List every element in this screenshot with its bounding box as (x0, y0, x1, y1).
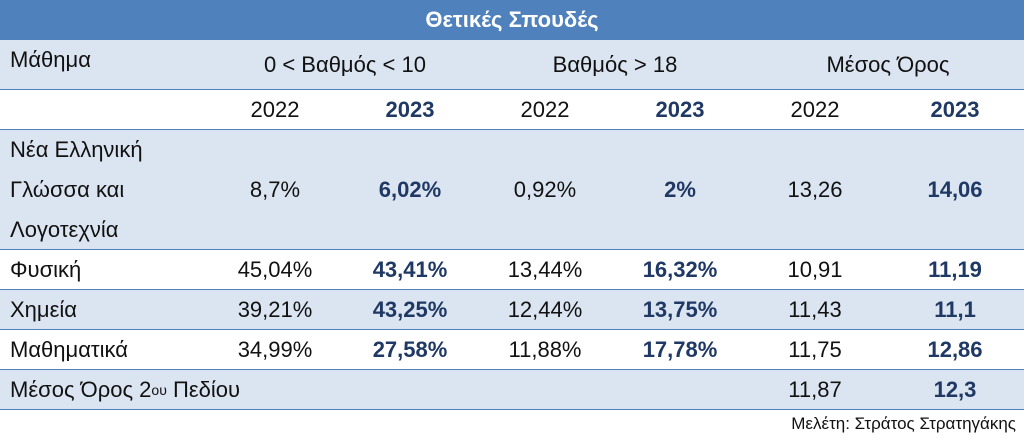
table-row: Φυσική 45,04% 43,41% 13,44% 16,32% 10,91 11,19 (0, 250, 1024, 290)
header-year: 2022 (520, 96, 570, 122)
header-group: Βαθμός > 18 (552, 51, 678, 77)
value-cell: 11,1 (934, 296, 976, 322)
summary-label-part: ου (151, 381, 167, 398)
value-cell: 11,88% (508, 336, 582, 362)
subject-cell: Μαθηματικά (10, 330, 128, 369)
value-cell: 11,75 (788, 336, 842, 362)
value-cell: 10,91 (787, 256, 843, 282)
value-cell: 12,86 (927, 336, 983, 362)
subject-line: Λογοτεχνία (10, 216, 119, 242)
summary-label-part: Πεδίου (166, 376, 241, 402)
subject-line: Νέα Ελληνική (10, 136, 143, 162)
value-cell: 11,19 (928, 256, 982, 282)
subject-cell: Χημεία (10, 290, 77, 329)
subject-line: Χημεία (10, 296, 77, 322)
value-cell: 34,99% (237, 336, 313, 362)
value-cell: 11,43 (788, 296, 842, 322)
table-title: Θετικές Σπουδές (0, 0, 1024, 40)
subject-line: Γλώσσα και (10, 176, 125, 202)
subject-cell: Νέα Ελληνική Γλώσσα και Λογοτεχνία (10, 130, 143, 249)
table-row: 2022 2023 2022 2023 2022 2023 (0, 90, 1024, 130)
value-cell: 45,04% (237, 256, 313, 282)
table-row: Νέα Ελληνική Γλώσσα και Λογοτεχνία 8,7% 6,02… (0, 130, 1024, 250)
footer-credit: Μελέτη: Στράτος Στρατηγάκης (791, 414, 1016, 433)
value-cell: 43,41% (372, 256, 448, 282)
header-year: 2022 (250, 96, 300, 122)
subject-cell: Φυσική (10, 250, 81, 289)
value-cell: 12,44% (507, 296, 583, 322)
header-year: 2023 (930, 96, 980, 122)
header-year: 2023 (655, 96, 705, 122)
value-cell: 13,44% (507, 256, 583, 282)
header-group: 0 < Βαθμός < 10 (264, 51, 426, 77)
table-row: Χημεία 39,21% 43,25% 12,44% 13,75% 11,43 11,1 (0, 290, 1024, 330)
table-row: Μέσος Όρος 2 ου Πεδίου 11,87 12,3 (0, 370, 1024, 410)
table-row: Μαθηματικά 34,99% 27,58% 11,88% 17,78% 11,75 1… (0, 330, 1024, 370)
table-row: Μάθημα 0 < Βαθμός < 10 Βαθμός > 18 Μέσος Όρ… (0, 40, 1024, 90)
value-cell: 8,7% (249, 176, 301, 202)
subject-line: Φυσική (10, 256, 82, 282)
value-cell: 16,32% (642, 256, 718, 282)
value-cell: 13,75% (642, 296, 718, 322)
summary-value: 12,3 (933, 376, 977, 402)
subject-line: Μαθηματικά (10, 336, 128, 362)
value-cell: 27,58% (372, 336, 448, 362)
value-cell: 17,78% (642, 336, 718, 362)
header-subject: Μάθημα (10, 47, 91, 72)
header-year: 2023 (385, 96, 435, 122)
summary-value: 11,87 (788, 376, 842, 402)
summary-label: Μέσος Όρος 2 ου Πεδίου (10, 370, 240, 409)
value-cell: 14,06 (927, 176, 983, 202)
value-cell: 0,92% (513, 176, 577, 202)
value-cell: 39,21% (237, 296, 313, 322)
header-group: Μέσος Όρος (826, 51, 950, 77)
value-cell: 43,25% (372, 296, 448, 322)
header-year: 2022 (790, 96, 840, 122)
summary-label-part: Μέσος Όρος 2 (10, 376, 152, 402)
value-cell: 2% (664, 176, 696, 202)
value-cell: 6,02% (378, 176, 442, 202)
value-cell: 13,26 (787, 176, 843, 202)
